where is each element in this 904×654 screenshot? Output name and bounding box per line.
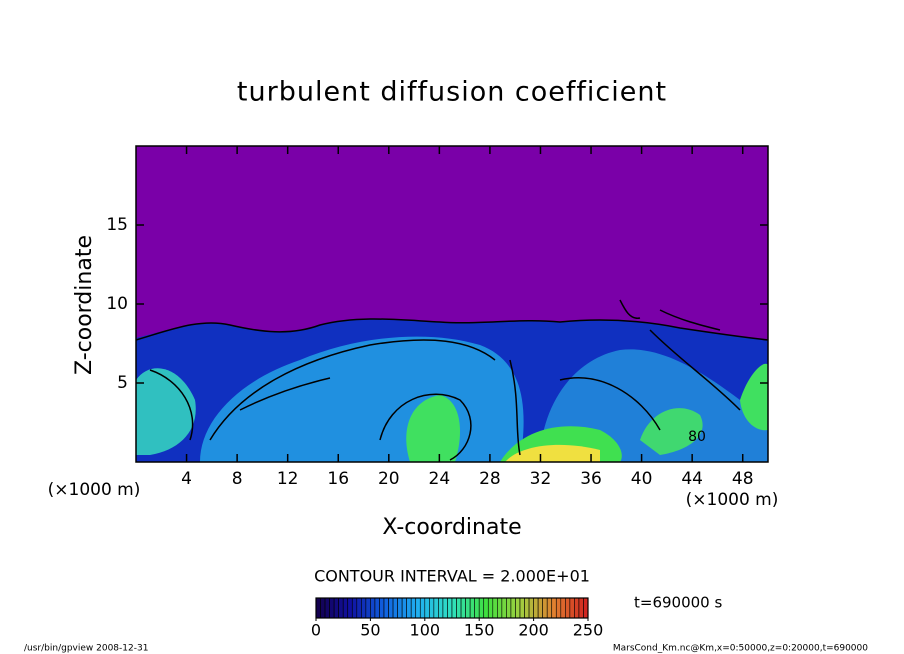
colorbar-stripe [406,597,412,619]
colorbar-stripe [329,597,335,619]
x-axis-label: X-coordinate [382,515,521,540]
colorbar-stripe [578,597,584,619]
x-tick-label: 24 [429,469,451,489]
contour-interval: CONTOUR INTERVAL = 2.000E+01 [314,567,590,586]
colorbar-stripe [456,597,462,619]
colorbar-stripe [569,597,575,619]
x-tick-label: 28 [479,469,501,489]
time-label: t=690000 s [634,594,722,612]
colorbar-stripe [351,597,358,619]
colorbar-stripe [415,597,421,619]
colorbar-stripe [451,597,457,619]
x-tick-label: 12 [277,469,299,489]
x-tick-label: 8 [232,469,243,489]
colorbar-stripe [370,597,376,619]
colorbar-stripe [565,597,571,619]
colorbar-stripe [338,597,344,619]
x-tick-label: 44 [681,469,703,489]
colorbar-stripe [583,597,589,619]
contour-label: 80 [688,429,706,445]
colorbar-stripe [560,597,566,619]
x-tick-label: 20 [378,469,400,489]
colorbar-stripe [361,597,367,619]
y-tick-label: 5 [117,373,128,393]
x-tick-label: 4 [181,469,192,489]
colorbar-stripe [515,597,521,619]
x-tick-label: 40 [631,469,653,489]
colorbar-stripe [519,597,525,619]
x-unit: (×1000 m) [686,490,779,510]
colorbar-stripe [433,597,439,619]
colorbar-stripe [483,597,489,619]
colorbar-stripe [510,597,516,619]
colorbar-stripe [383,597,389,619]
colorbar-stripe [469,597,475,619]
colorbar-tick-label: 0 [311,621,321,640]
x-tick-label: 36 [580,469,602,489]
colorbar-tick-label: 250 [573,621,604,640]
colorbar-stripe [551,597,557,619]
x-tick-label: 16 [327,469,349,489]
colorbar-stripe [537,597,543,619]
colorbar-stripe [374,597,380,619]
y-unit: (×1000 m) [48,480,141,500]
colorbar-stripe [447,597,453,619]
footer-left: /usr/bin/gpview 2008-12-31 [24,644,148,654]
footer-right: MarsCond_Km.nc@Km,x=0:50000,z=0:20000,t=… [613,644,868,654]
colorbar-stripe [546,597,553,619]
colorbar-tick-label: 200 [518,621,549,640]
chart-title: turbulent diffusion coefficient [237,77,667,108]
colorbar-stripe [492,597,498,619]
colorbar-stripe [315,597,321,619]
colorbar-stripe [379,597,385,619]
colorbar-stripe [528,597,534,619]
y-tick-label: 15 [106,215,128,235]
colorbar-stripe [555,597,562,619]
y-axis-label: Z-coordinate [72,235,97,375]
colorbar-stripe [397,597,403,619]
colorbar-stripe [401,597,407,619]
colorbar-stripe [410,597,417,619]
colorbar-stripe [487,597,494,619]
colorbar-stripe [347,597,353,619]
field: 80 [136,146,768,462]
colorbar-stripe [392,597,398,619]
colorbar-tick-label: 100 [410,621,441,640]
colorbar-stripe [465,597,471,619]
colorbar-stripe [506,597,512,619]
colorbar-tick-label: 150 [464,621,495,640]
colorbar-frame [315,597,589,619]
colorbar-stripe [524,597,530,619]
colorbar-stripe [533,597,539,619]
colorbar-stripe [419,597,426,619]
colorbar-stripe [542,597,548,619]
colorbar-stripe [388,597,394,619]
colorbar-stripe [497,597,503,619]
x-tick-label: 48 [732,469,754,489]
colorbar-tick-label: 50 [360,621,380,640]
colorbar-stripe [474,597,480,619]
colorbar-stripe [429,597,435,619]
colorbar-stripe [365,597,371,619]
x-tick-label: 32 [530,469,552,489]
colorbar-stripe [438,597,444,619]
colorbar-stripe [574,597,580,619]
colorbar-stripe [356,597,362,619]
colorbar-stripe [501,597,507,619]
colorbar-stripe [324,597,330,619]
colorbar-stripe [478,597,485,619]
colorbar-stripe [460,597,466,619]
y-tick-label: 10 [106,294,128,314]
colorbar-stripe [320,597,326,619]
colorbar-stripe [424,597,430,619]
colorbar-stripe [442,597,448,619]
colorbar-stripe [333,597,339,619]
colorbar-stripe [342,597,349,619]
